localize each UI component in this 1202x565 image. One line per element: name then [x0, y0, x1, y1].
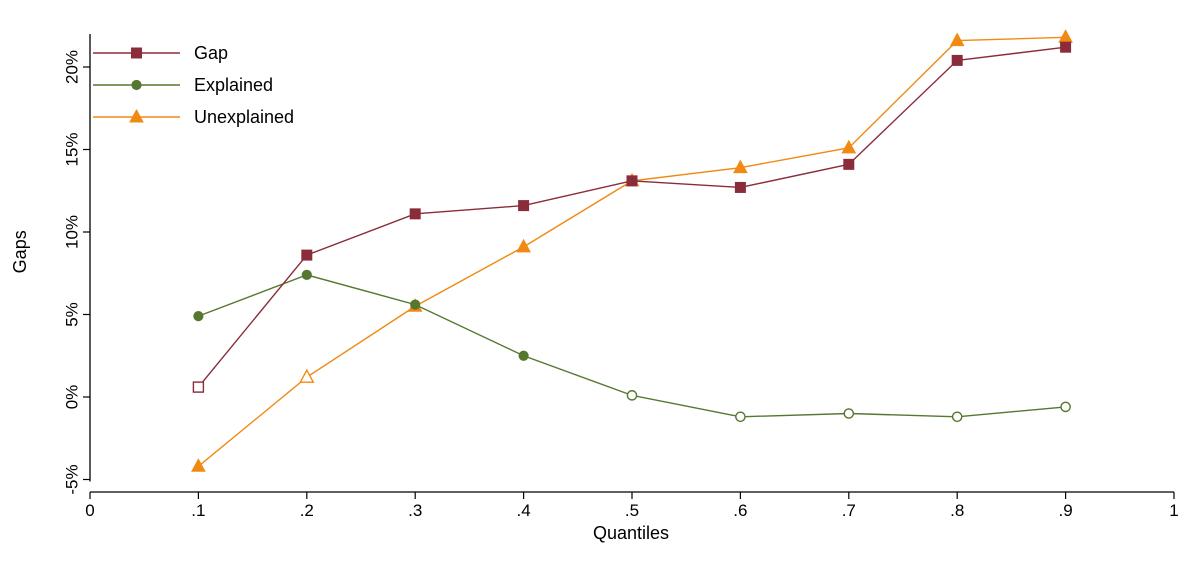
x-tick-label: .8: [950, 501, 964, 520]
x-tick-label: 0: [85, 501, 94, 520]
data-point-gap: [843, 158, 855, 170]
x-axis-title: Quantiles: [593, 523, 669, 543]
data-point-gap: [951, 54, 963, 66]
data-point-explained: [626, 390, 638, 401]
data-point-unexplained: [733, 159, 748, 174]
x-tick-label: .5: [625, 501, 639, 520]
axes: -5% 0% 5% 10% 15% 20% 0 .1 .2 .3 .4 .5 .6 .7 .8 .9 1: [62, 34, 1179, 520]
data-point-gap: [192, 381, 205, 393]
series-layer: [191, 29, 1073, 472]
data-point-unexplained: [516, 238, 531, 253]
legend-marker: [131, 47, 142, 59]
x-tick-label: .4: [517, 501, 531, 520]
legend-item-explained: Explained: [93, 75, 273, 95]
x-tick-label: 1: [1169, 501, 1178, 520]
legend-label: Explained: [194, 75, 273, 95]
data-point-explained: [1060, 401, 1071, 413]
y-tick-label: 0%: [62, 385, 81, 410]
data-point-explained: [301, 269, 312, 280]
x-tick-label: .6: [733, 501, 747, 520]
data-point-explained: [843, 408, 855, 419]
series-explained: [193, 269, 1071, 423]
data-point-unexplained: [299, 368, 315, 383]
series-gap: [192, 41, 1072, 393]
data-point-explained: [193, 311, 204, 322]
data-point-gap: [626, 175, 638, 187]
y-tick-label: 10%: [62, 215, 81, 249]
data-point-unexplained: [841, 139, 857, 154]
legend-label: Unexplained: [194, 107, 294, 127]
data-point-gap: [734, 181, 746, 193]
legend-marker: [131, 79, 142, 91]
y-tick-label: 20%: [62, 50, 81, 84]
data-point-gap: [518, 200, 530, 212]
legend-item-unexplained: Unexplained: [93, 107, 294, 127]
legend: Gap Explained Unexplained: [93, 43, 294, 127]
y-tick-label: 15%: [62, 132, 81, 166]
data-point-gap: [1060, 41, 1072, 53]
data-point-gap: [301, 249, 313, 261]
legend-item-gap: Gap: [93, 43, 228, 63]
y-tick-label: -5%: [62, 464, 81, 494]
y-axis-title: Gaps: [10, 230, 30, 273]
x-tick-label: .1: [191, 501, 205, 520]
x-tick-label: .2: [300, 501, 314, 520]
y-tick-label: 5%: [62, 302, 81, 327]
x-tick-label: .7: [842, 501, 856, 520]
data-point-gap: [409, 208, 421, 220]
data-point-unexplained: [191, 458, 206, 472]
data-point-explained: [518, 350, 529, 361]
data-point-unexplained: [949, 32, 965, 47]
data-point-explained: [735, 411, 746, 423]
legend-label: Gap: [194, 43, 228, 63]
x-tick-label: .3: [408, 501, 422, 520]
data-point-explained: [951, 411, 963, 423]
data-point-explained: [410, 299, 421, 310]
x-tick-label: .9: [1059, 501, 1073, 520]
legend-marker: [129, 108, 144, 123]
